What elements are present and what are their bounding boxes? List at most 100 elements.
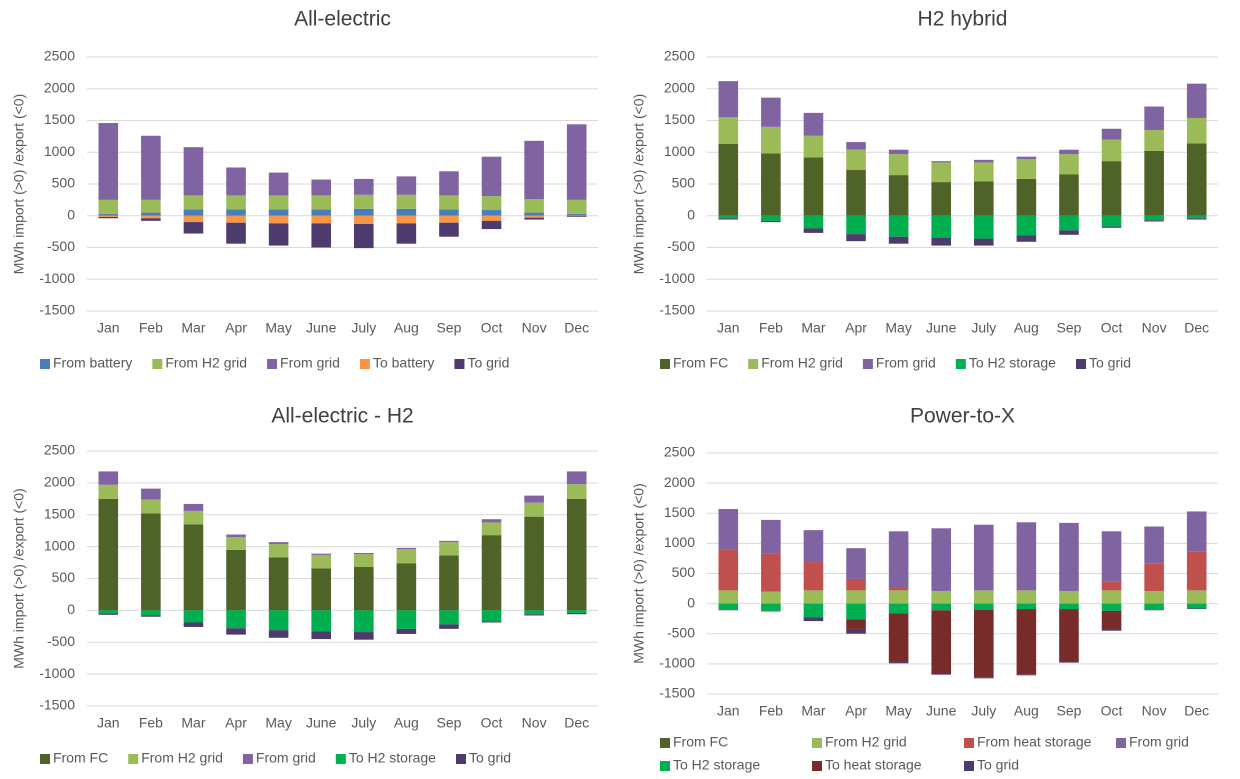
bar-segment <box>718 117 739 144</box>
bar-segment <box>566 484 587 499</box>
legend-label: To grid <box>467 355 509 371</box>
bar-segment <box>803 617 824 622</box>
bar-segment <box>566 216 587 218</box>
y-axis-label: MWh import (>0) /export (<0) <box>631 94 647 275</box>
bar-segment <box>1101 603 1122 611</box>
y-tick-label: 0 <box>67 206 75 222</box>
bar-segment <box>226 537 246 550</box>
bar-segment <box>1101 590 1122 604</box>
bar-segment <box>226 549 246 611</box>
bar-segment <box>268 630 289 638</box>
chart-panel: H2 hybrid MWh import (>0) /export (<0) -15… <box>631 8 1218 371</box>
bar-segment <box>803 135 824 158</box>
bar-segment <box>524 516 544 611</box>
bar-segment <box>396 208 417 216</box>
bar-segment <box>846 590 866 604</box>
bar-segment <box>268 223 289 246</box>
bar-segment <box>98 123 119 200</box>
legend-swatch <box>812 761 822 771</box>
bar-segment <box>566 199 587 214</box>
legend-swatch <box>359 359 370 369</box>
bar-segment <box>846 149 866 171</box>
bar-segment <box>973 159 994 163</box>
y-tick-label: 1500 <box>44 505 75 521</box>
bar-segment <box>98 213 119 216</box>
bar-segment <box>481 196 502 211</box>
y-tick-label: 1500 <box>44 111 75 127</box>
bar-segment <box>481 210 502 216</box>
legend-swatch <box>660 761 670 771</box>
bar-segment <box>439 209 459 216</box>
legend-swatch <box>660 738 670 748</box>
legend-label: From grid <box>256 750 316 766</box>
x-tick-label: Jan <box>717 320 740 336</box>
legend-label: To H2 storage <box>673 757 760 773</box>
bar-segment <box>846 619 866 629</box>
y-tick-label: -500 <box>47 633 75 649</box>
bar-segment <box>846 142 866 150</box>
bar-segment <box>1016 159 1037 179</box>
x-tick-label: Apr <box>845 703 867 719</box>
bar-segment <box>1186 218 1207 220</box>
bar-segment <box>524 217 544 220</box>
bar-segment <box>481 519 502 523</box>
bar-segment <box>803 157 824 216</box>
legend-label: To H2 storage <box>349 750 436 766</box>
bar-segment <box>353 194 374 209</box>
chart-title: All-electric - H2 <box>271 405 413 428</box>
legend-label: To H2 storage <box>969 355 1056 371</box>
bar-segment <box>566 610 587 613</box>
bar-segment <box>761 126 781 154</box>
bar-segment <box>973 215 994 239</box>
bar-segment <box>1101 531 1122 582</box>
legend-label: To heat storage <box>825 757 922 773</box>
bar-segment <box>439 542 459 556</box>
x-tick-label: June <box>926 703 957 719</box>
bar-segment <box>846 234 866 242</box>
bar-segment <box>846 628 866 634</box>
bar-segment <box>973 181 994 216</box>
y-tick-label: -500 <box>667 238 695 254</box>
bar-segment <box>1186 143 1207 216</box>
x-tick-label: Oct <box>481 715 503 731</box>
bar-segment <box>761 519 781 554</box>
x-tick-label: May <box>885 703 911 719</box>
bar-segment <box>973 524 994 591</box>
bar-segment <box>1016 603 1037 610</box>
bar-segment <box>524 614 544 616</box>
legend-label: To grid <box>469 750 511 766</box>
y-tick-label: 1000 <box>44 143 75 159</box>
bar-segment <box>1059 230 1079 235</box>
bar-segment <box>566 213 587 216</box>
y-tick-label: -1500 <box>39 302 75 318</box>
chart-title: Power-to-X <box>910 405 1015 428</box>
y-tick-label: 2000 <box>44 79 75 95</box>
bar-segment <box>931 674 952 675</box>
legend-label: To battery <box>373 355 434 371</box>
bar-segment <box>566 471 587 485</box>
bar-segment <box>803 112 824 136</box>
bar-segment <box>183 215 204 223</box>
legend-swatch <box>267 359 278 369</box>
x-tick-label: June <box>926 320 957 336</box>
bar-segment <box>761 603 781 611</box>
y-tick-label: -1000 <box>659 655 695 671</box>
bar-segment <box>761 97 781 127</box>
legend-label: From H2 grid <box>141 750 223 766</box>
x-tick-label: Mar <box>801 703 825 719</box>
bar-segment <box>226 195 246 210</box>
bar-segment <box>183 222 204 234</box>
bar-segment <box>718 143 739 216</box>
y-tick-label: 0 <box>67 601 75 617</box>
bar-segment <box>1016 522 1037 591</box>
x-tick-label: Dec <box>564 715 589 731</box>
bar-segment <box>183 195 204 210</box>
bar-segment <box>141 615 161 617</box>
bar-segment <box>183 147 204 196</box>
legend-label: From grid <box>876 355 936 371</box>
bar-segment <box>141 499 161 514</box>
y-axis-label: MWh import (>0) /export (<0) <box>631 483 647 664</box>
legend-label: To grid <box>977 757 1019 773</box>
legend-label: From FC <box>673 355 728 371</box>
